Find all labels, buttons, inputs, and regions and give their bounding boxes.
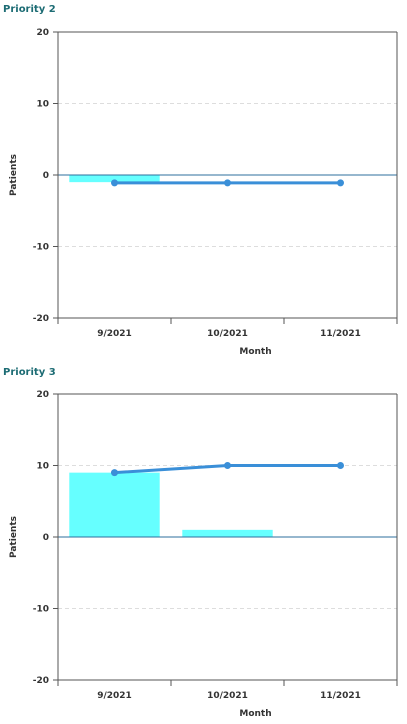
bar (182, 529, 273, 537)
x-tick-label: 11/2021 (320, 329, 361, 339)
x-tick-label: 10/2021 (207, 329, 248, 339)
x-tick-label: 11/2021 (320, 691, 361, 701)
y-axis-title: Patients (9, 516, 19, 558)
line-point (337, 179, 344, 187)
line-point (224, 462, 231, 469)
y-tick-label: 0 (43, 533, 49, 543)
line-point (111, 179, 118, 187)
line-point (337, 462, 344, 469)
y-tick-label: -10 (33, 243, 49, 253)
y-tick-label: 10 (36, 100, 49, 110)
y-tick-label: 20 (36, 390, 49, 400)
y-tick-label: -10 (33, 605, 49, 615)
chart-2: 20 10 0 -10 -20 9/2021 10/2021 11/2021 Month Pati… (9, 390, 398, 719)
line-point (224, 179, 231, 187)
y-axis-title: Patients (9, 154, 19, 196)
chart-1-title: Priority 2 (3, 4, 56, 15)
x-axis-title: Month (239, 347, 271, 356)
y-tick-label: 0 (43, 171, 49, 181)
x-tick-label: 9/2021 (97, 329, 132, 339)
x-axis-title: Month (239, 709, 271, 719)
x-tick-label: 9/2021 (97, 691, 132, 701)
chart-1: 20 10 0 -10 -20 9/2021 10/2021 11/2021 Month Pati… (9, 28, 398, 356)
bar (69, 175, 160, 183)
x-tick-label: 10/2021 (207, 691, 248, 701)
chart-2-title: Priority 3 (3, 367, 56, 378)
line-point (111, 469, 118, 477)
y-tick-label: 20 (36, 28, 49, 38)
bar (69, 472, 160, 537)
y-tick-label: 10 (36, 462, 49, 472)
y-tick-label: -20 (33, 676, 49, 686)
y-tick-label: -20 (33, 314, 49, 324)
